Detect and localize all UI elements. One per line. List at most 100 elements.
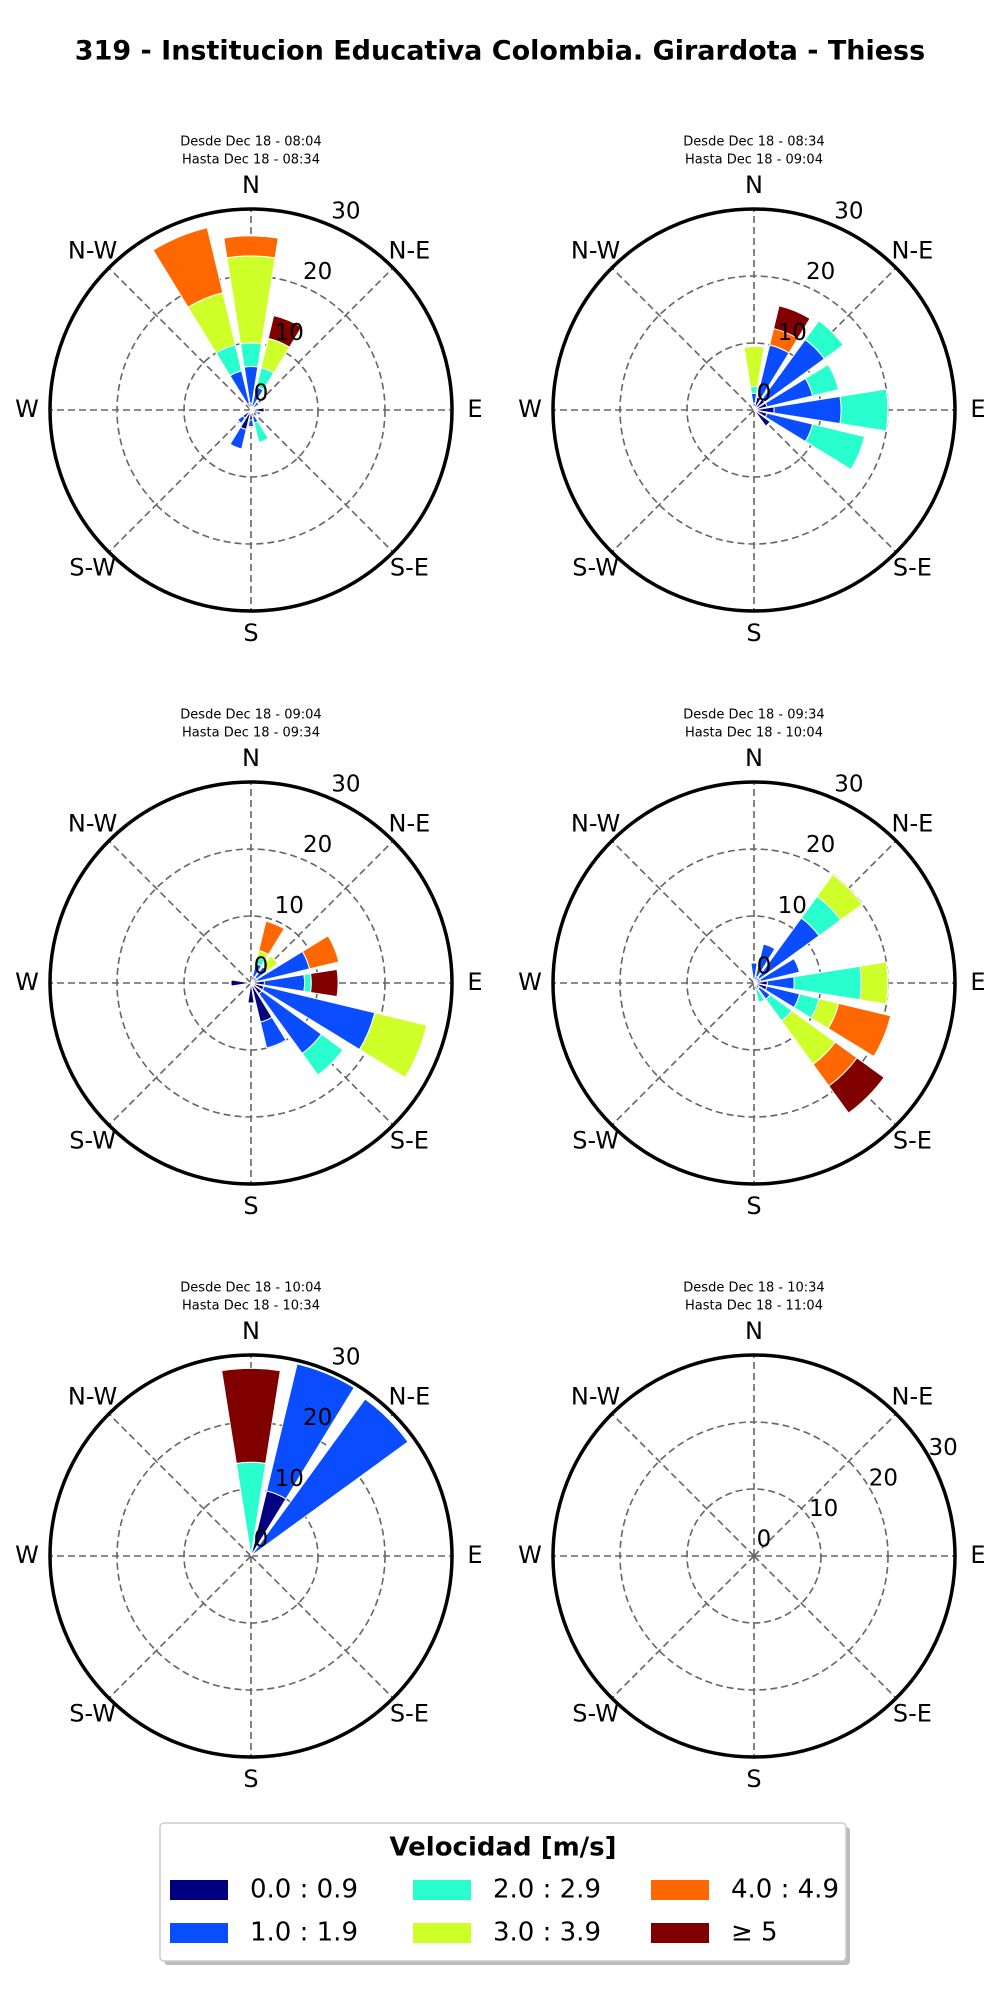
r-tick-label: 10 <box>275 893 304 919</box>
bar-segment <box>772 305 811 340</box>
direction-label: S-E <box>893 1126 932 1154</box>
r-tick-label: 0 <box>757 1527 772 1553</box>
spoke <box>108 982 252 1126</box>
outer-circle <box>48 780 454 1186</box>
legend-swatch <box>170 1880 228 1900</box>
bar-segment <box>885 961 889 1005</box>
spoke <box>108 1413 252 1557</box>
direction-label: N-W <box>571 810 620 838</box>
bar-segment <box>229 443 242 450</box>
r-tick-label: 30 <box>928 1435 957 1461</box>
direction-label: S <box>746 619 761 647</box>
subtitle: Hasta Dec 18 - 10:04 <box>685 726 823 741</box>
spoke <box>753 1413 897 1557</box>
legend-swatch <box>170 1923 228 1943</box>
spoke <box>108 840 252 984</box>
r-tick-label: 10 <box>778 893 807 919</box>
bar-segment <box>827 364 840 390</box>
direction-label: S-E <box>390 553 429 581</box>
legend-label: 2.0 : 2.9 <box>493 1875 601 1905</box>
spoke <box>611 409 755 553</box>
r-tick-label: 20 <box>303 832 332 858</box>
outer-circle <box>48 207 454 613</box>
r-tick-label: 0 <box>254 954 269 980</box>
direction-label: W <box>15 395 39 423</box>
r-tick-label: 20 <box>806 832 835 858</box>
spoke <box>611 1413 755 1557</box>
direction-label: W <box>518 968 542 996</box>
direction-label: S-W <box>69 1699 116 1727</box>
bar-segment <box>859 961 889 1005</box>
direction-label: S <box>243 1765 258 1793</box>
r-tick-label: 10 <box>809 1496 838 1522</box>
direction-label: W <box>518 1541 542 1569</box>
spoke <box>250 1555 394 1699</box>
bar-segment <box>763 943 776 950</box>
r-tick-label: 0 <box>254 381 269 407</box>
wind-rose: Desde Dec 18 - 10:04 Hasta Dec 18 - 10:34… <box>15 1281 482 1794</box>
outer-circle <box>48 1353 454 1759</box>
direction-label: S-E <box>893 1699 932 1727</box>
bar-segment <box>265 920 285 930</box>
direction-label: S-E <box>390 1126 429 1154</box>
spoke <box>611 1555 755 1699</box>
direction-label: N-E <box>389 810 431 838</box>
subtitle: Hasta Dec 18 - 09:34 <box>182 726 320 741</box>
wind-rose: Desde Dec 18 - 08:04 Hasta Dec 18 - 08:34… <box>15 135 482 648</box>
subtitle: Desde Dec 18 - 10:34 <box>683 1281 824 1296</box>
r-tick-label: 10 <box>778 320 807 346</box>
spoke <box>108 1555 252 1699</box>
bar-segment <box>818 320 844 346</box>
wind-rose: Desde Dec 18 - 09:04 Hasta Dec 18 - 09:34… <box>15 708 482 1221</box>
direction-label: N-E <box>892 1383 934 1411</box>
bar-segment <box>301 935 340 970</box>
direction-label: N-W <box>68 1383 117 1411</box>
r-tick-label: 30 <box>331 198 360 224</box>
direction-label: N <box>745 1317 763 1345</box>
r-tick-label: 0 <box>757 381 772 407</box>
wind-rose: Desde Dec 18 - 08:34 Hasta Dec 18 - 09:04… <box>518 135 985 648</box>
bar-segment <box>239 342 263 368</box>
legend-label: 3.0 : 3.9 <box>493 1918 601 1948</box>
spoke <box>250 267 394 411</box>
legend-swatch <box>651 1923 709 1943</box>
outer-circle <box>551 207 957 613</box>
r-tick-label: 0 <box>757 954 772 980</box>
spoke <box>611 982 755 1126</box>
bar-segment <box>364 1398 409 1443</box>
r-tick-label: 20 <box>303 259 332 285</box>
direction-label: S <box>746 1765 761 1793</box>
bar-segment <box>404 1025 428 1078</box>
r-tick-label: 30 <box>834 198 863 224</box>
outer-circle <box>551 1353 957 1759</box>
direction-label: N-W <box>68 237 117 265</box>
r-tick-label: 30 <box>834 771 863 797</box>
direction-label: E <box>970 395 985 423</box>
direction-label: W <box>15 968 39 996</box>
bar-segment <box>804 423 866 471</box>
subtitle: Desde Dec 18 - 09:34 <box>683 708 824 723</box>
direction-label: S-E <box>390 1699 429 1727</box>
direction-label: N-E <box>892 810 934 838</box>
spoke <box>611 267 755 411</box>
direction-label: S-W <box>572 553 619 581</box>
direction-label: N-E <box>389 237 431 265</box>
direction-label: W <box>518 395 542 423</box>
direction-label: S-E <box>893 553 932 581</box>
bar-segment <box>743 345 765 348</box>
bar-segment <box>793 958 801 973</box>
subtitle: Desde Dec 18 - 10:04 <box>180 1281 321 1296</box>
outer-circle <box>551 780 957 1186</box>
figure-title: 319 - Institucion Educativa Colombia. Gi… <box>75 36 925 67</box>
direction-label: E <box>970 1541 985 1569</box>
r-tick-label: 20 <box>303 1405 332 1431</box>
direction-label: N-W <box>68 810 117 838</box>
subtitle: Hasta Dec 18 - 10:34 <box>182 1299 320 1314</box>
bar-segment <box>267 314 303 348</box>
bar-segment <box>223 235 279 259</box>
subtitle: Hasta Dec 18 - 09:04 <box>685 153 823 168</box>
bar-segment <box>259 412 262 416</box>
direction-label: S-W <box>572 1126 619 1154</box>
direction-label: N <box>242 744 260 772</box>
